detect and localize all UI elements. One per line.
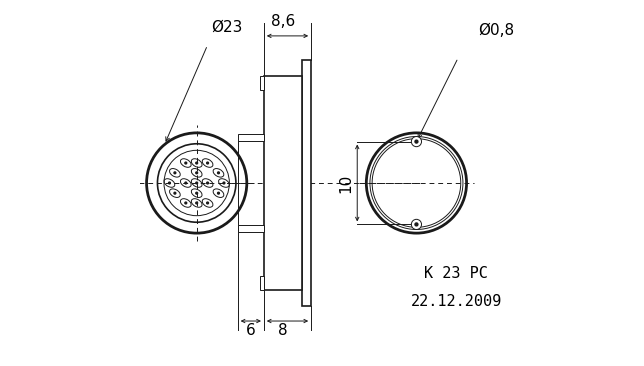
Circle shape [196,172,198,174]
Circle shape [207,162,209,164]
Text: Ø0,8: Ø0,8 [478,23,515,38]
Circle shape [218,192,220,194]
Bar [302,60,311,306]
Text: 22.12.2009: 22.12.2009 [411,294,502,309]
Bar [260,76,264,90]
Circle shape [185,202,187,204]
Circle shape [185,162,187,164]
Circle shape [185,182,187,184]
Circle shape [174,172,176,174]
Text: 8,6: 8,6 [270,14,295,29]
Circle shape [196,182,198,184]
Circle shape [174,192,176,194]
Circle shape [196,192,198,194]
Bar [264,76,302,290]
Circle shape [169,182,171,184]
Text: 6: 6 [246,323,256,338]
Circle shape [207,182,209,184]
Text: K 23 PC: K 23 PC [424,266,488,281]
Circle shape [415,223,418,226]
Circle shape [412,137,422,147]
Bar [260,276,264,290]
Circle shape [218,172,220,174]
Circle shape [196,202,198,204]
Text: 8: 8 [278,323,288,338]
Text: 10: 10 [338,173,353,193]
Circle shape [412,219,422,229]
Circle shape [207,202,209,204]
Circle shape [415,140,418,143]
Text: Ø23: Ø23 [211,19,243,34]
Bar [238,134,264,141]
Circle shape [223,182,225,184]
Circle shape [196,162,198,164]
Bar [238,225,264,232]
